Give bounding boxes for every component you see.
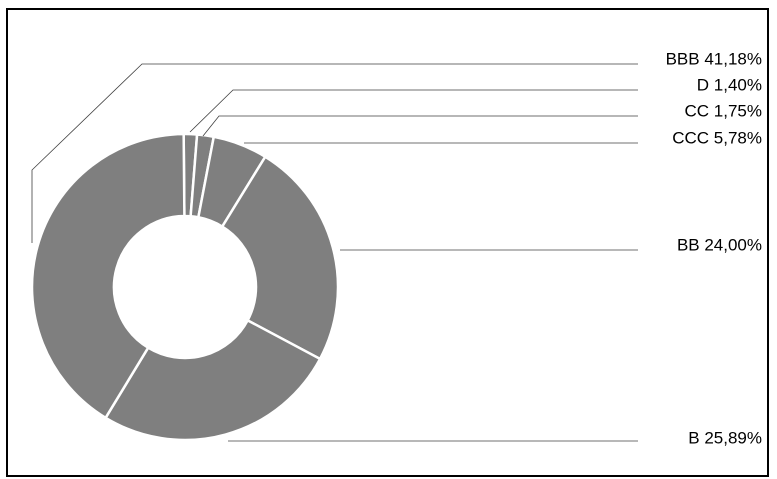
slice-labels: D 1,40% CC 1,75% CCC 5,78% BB 24,00% B 25,89… xyxy=(666,49,762,447)
slice-label-bb: BB 24,00% xyxy=(677,235,762,254)
slice-label-cc: CC 1,75% xyxy=(685,101,762,120)
slice-b xyxy=(103,318,322,442)
leader-line-d xyxy=(189,89,638,133)
leader-lines xyxy=(31,63,638,442)
slice-label-bbb: BBB 41,18% xyxy=(666,49,762,68)
slice-bb xyxy=(220,155,340,361)
slice-label-ccc: CCC 5,78% xyxy=(672,128,762,147)
leader-line-bbb xyxy=(31,63,638,243)
donut-slices xyxy=(30,132,340,442)
slice-label-b: B 25,89% xyxy=(688,428,762,447)
slice-label-d: D 1,40% xyxy=(697,75,762,94)
slice-bbb xyxy=(30,132,186,420)
leader-line-cc xyxy=(202,115,638,137)
